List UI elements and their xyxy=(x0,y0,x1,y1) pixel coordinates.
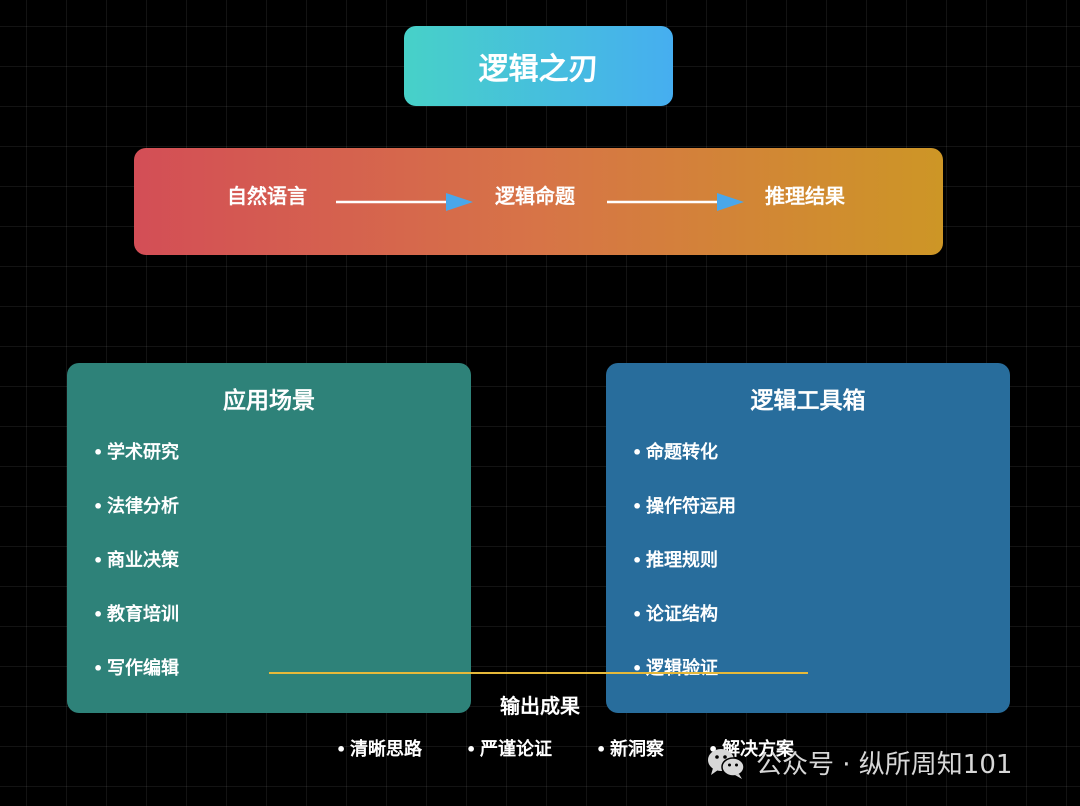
bullet-icon: • xyxy=(596,740,607,759)
output-item-label: 清晰思路 xyxy=(350,739,422,760)
panel-title: 应用场景 xyxy=(223,388,315,414)
wechat-icon xyxy=(708,748,745,779)
list-item-label: 操作符运用 xyxy=(646,496,736,517)
output-item: • 解决方案 xyxy=(708,735,794,761)
list-item-label: 命题转化 xyxy=(646,442,718,463)
bullet-icon: • xyxy=(632,497,643,516)
list-item-label: 推理规则 xyxy=(646,550,718,571)
list-item: • 学术研究 xyxy=(93,438,179,492)
toolbox-list: • 命题转化 • 操作符运用 • 推理规则 • 论证结构 • 逻辑验证 xyxy=(632,438,736,708)
bullet-icon: • xyxy=(708,740,719,759)
list-item-label: 学术研究 xyxy=(107,442,179,463)
list-item: • 教育培训 xyxy=(93,600,179,654)
flow-step-reasoning-result: 推理结果 xyxy=(765,184,845,208)
flow-arrow-1 xyxy=(336,193,473,211)
bullet-icon: • xyxy=(93,443,104,462)
application-scenarios-panel: 应用场景 • 学术研究 • 法律分析 • 商业决策 • 教育培训 • 写作编辑 xyxy=(67,363,471,713)
output-item-label: 解决方案 xyxy=(722,739,794,760)
logic-toolbox-panel: 逻辑工具箱 • 命题转化 • 操作符运用 • 推理规则 • 论证结构 • 逻辑验证 xyxy=(606,363,1010,713)
output-item-label: 新洞察 xyxy=(610,739,664,760)
output-item: • 新洞察 xyxy=(596,735,664,761)
flow-bar: 自然语言 逻辑命题 推理结果 xyxy=(134,148,943,255)
list-item-label: 写作编辑 xyxy=(107,658,179,679)
bullet-icon: • xyxy=(336,740,347,759)
watermark-text: 公众号 · 纵所周知101 xyxy=(756,750,1013,780)
output-item-label: 严谨论证 xyxy=(480,739,552,760)
list-item-label: 法律分析 xyxy=(107,496,179,517)
flow-arrow-2 xyxy=(607,193,744,211)
bullet-icon: • xyxy=(93,659,104,678)
list-item-label: 商业决策 xyxy=(107,550,179,571)
bullet-icon: • xyxy=(93,605,104,624)
flow-step-logic-proposition: 逻辑命题 xyxy=(495,184,575,208)
list-item: • 商业决策 xyxy=(93,546,179,600)
list-item-label: 逻辑验证 xyxy=(646,658,718,679)
flow-step-natural-language: 自然语言 xyxy=(227,184,307,208)
output-connector-line xyxy=(269,672,808,674)
bullet-icon: • xyxy=(466,740,477,759)
list-item: • 逻辑验证 xyxy=(632,654,736,708)
panel-title: 逻辑工具箱 xyxy=(750,388,866,414)
output-item: • 严谨论证 xyxy=(466,735,552,761)
list-item: • 推理规则 xyxy=(632,546,736,600)
bullet-icon: • xyxy=(93,551,104,570)
output-title: 输出成果 xyxy=(500,694,580,718)
diagram-title: 逻辑之刃 xyxy=(478,52,599,87)
watermark: 公众号 · 纵所周知101 xyxy=(706,744,1012,781)
list-item: • 命题转化 xyxy=(632,438,736,492)
output-item: • 清晰思路 xyxy=(336,735,422,761)
output-list: • 清晰思路 • 严谨论证 • 新洞察 • 解决方案 xyxy=(336,735,838,761)
list-item: • 操作符运用 xyxy=(632,492,736,546)
bullet-icon: • xyxy=(632,443,643,462)
scenario-list: • 学术研究 • 法律分析 • 商业决策 • 教育培训 • 写作编辑 xyxy=(93,438,179,708)
bullet-icon: • xyxy=(632,605,643,624)
list-item: • 法律分析 xyxy=(93,492,179,546)
bullet-icon: • xyxy=(632,659,643,678)
bullet-icon: • xyxy=(632,551,643,570)
bullet-icon: • xyxy=(93,497,104,516)
list-item-label: 论证结构 xyxy=(646,604,718,625)
list-item-label: 教育培训 xyxy=(107,604,179,625)
list-item: • 写作编辑 xyxy=(93,654,179,708)
list-item: • 论证结构 xyxy=(632,600,736,654)
diagram-title-box: 逻辑之刃 xyxy=(404,26,673,106)
